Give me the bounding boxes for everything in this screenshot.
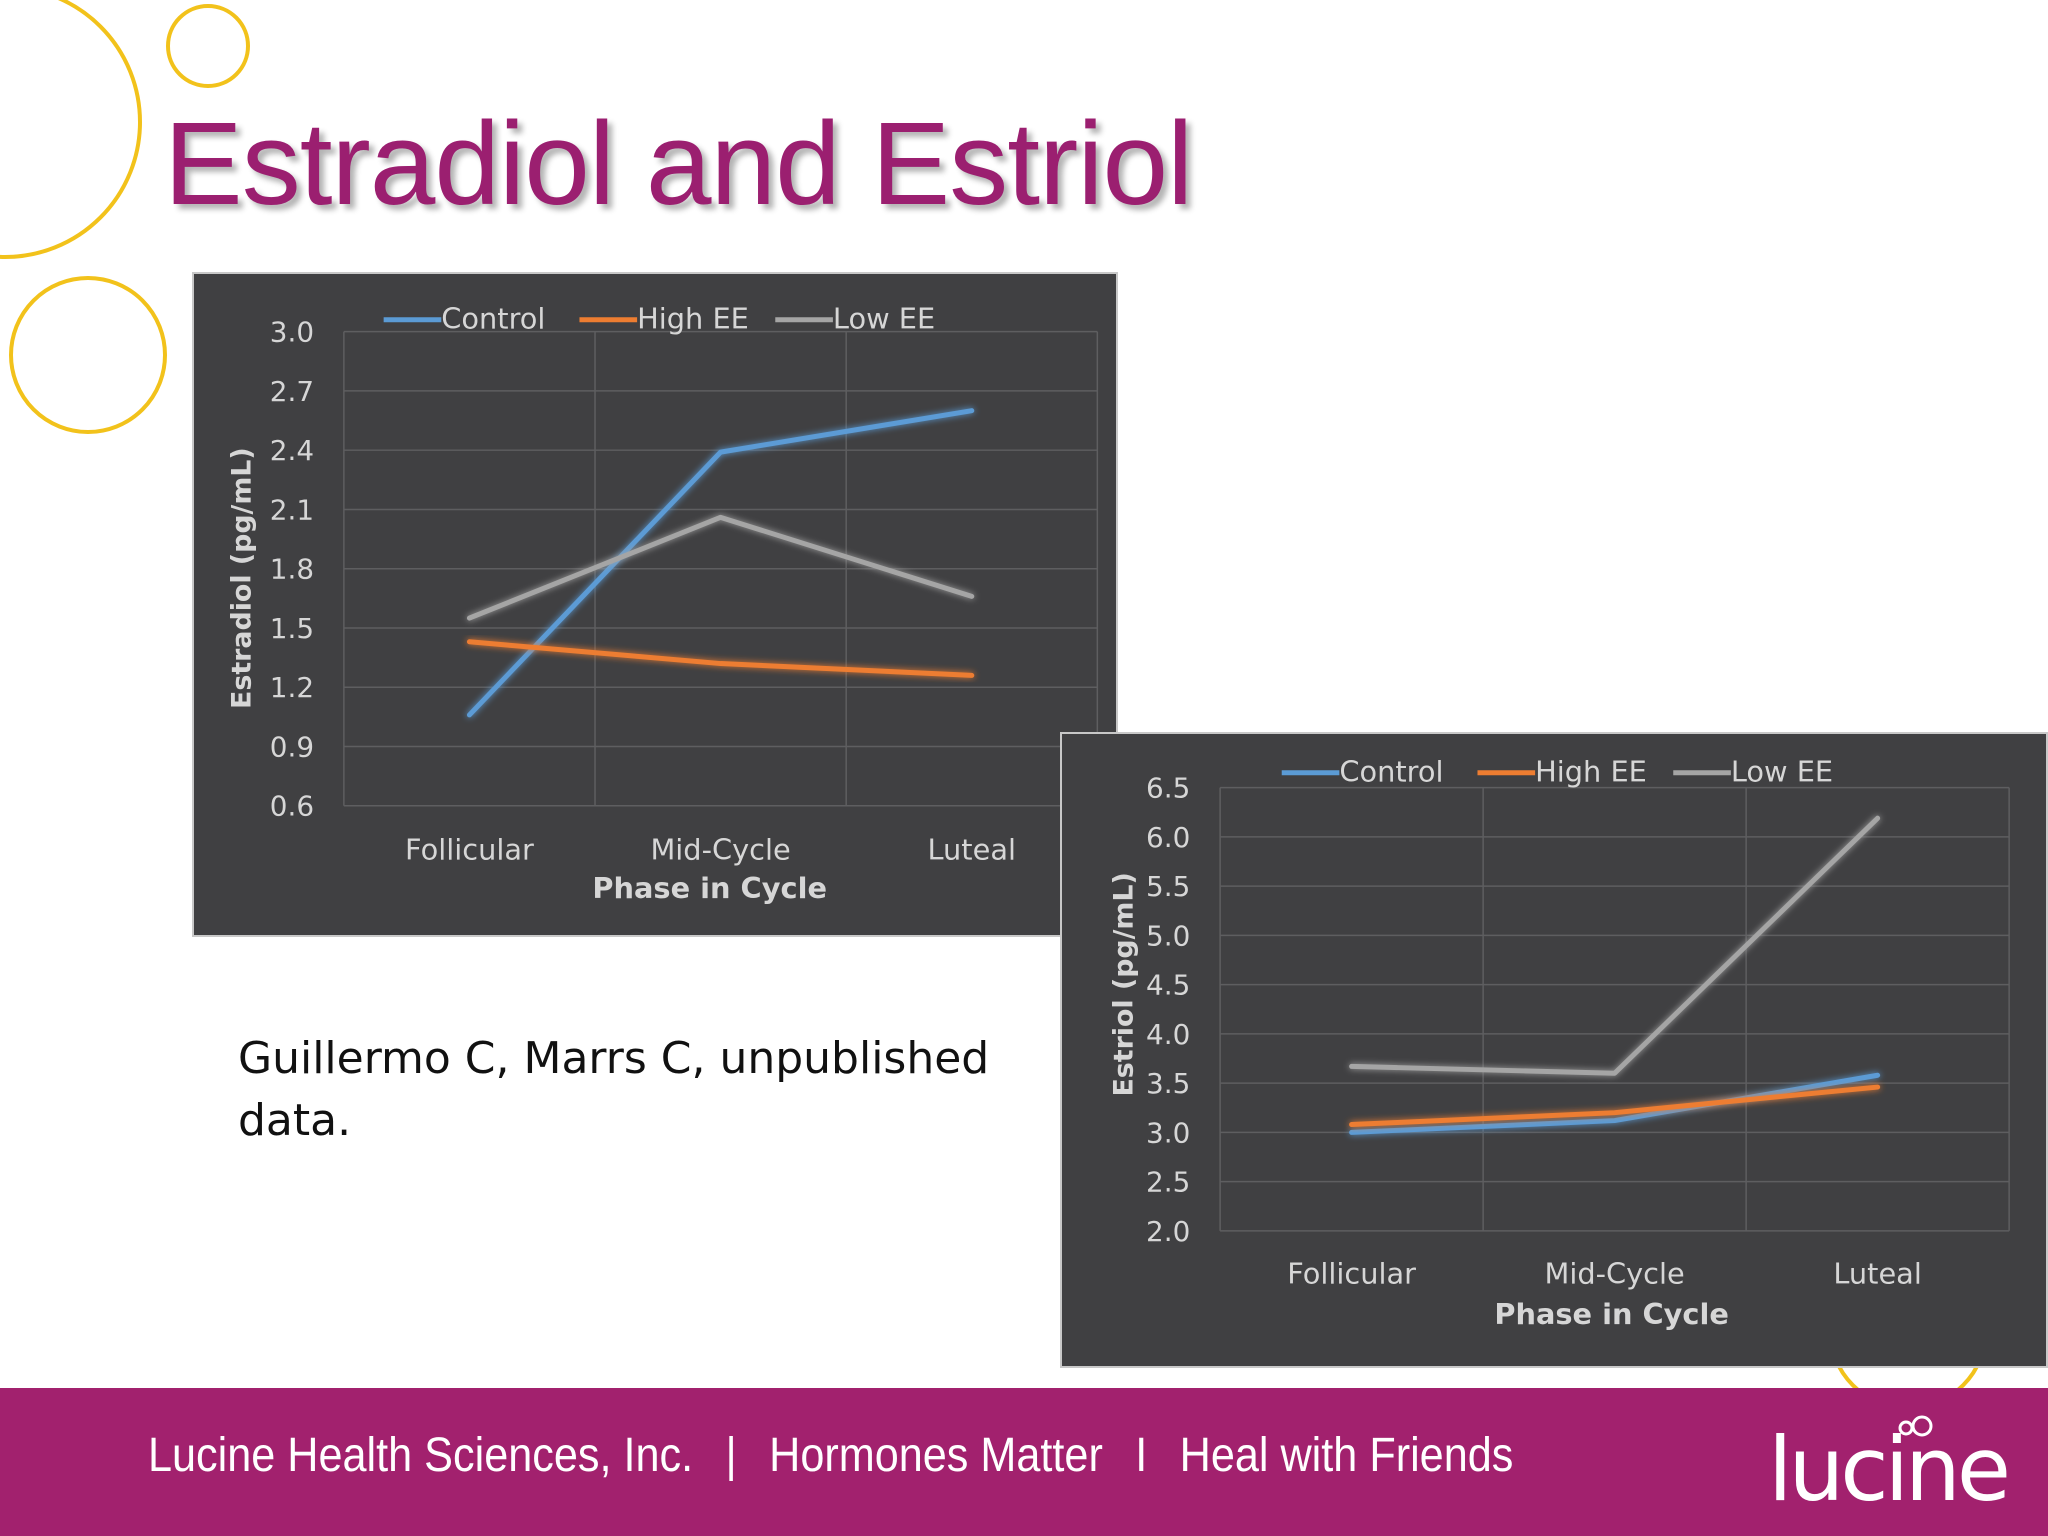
x-axis-title: Phase in Cycle [1494, 1297, 1729, 1331]
series-line-low-ee [466, 514, 975, 621]
footer-separator: | [725, 1429, 737, 1482]
y-tick-label: 2.0 [1146, 1215, 1190, 1248]
y-tick-label: 2.1 [270, 493, 314, 526]
y-tick-label: 4.0 [1146, 1018, 1190, 1051]
y-tick-label: 5.0 [1146, 919, 1190, 952]
y-tick-label: 3.0 [270, 316, 314, 349]
x-tick-label: Luteal [927, 832, 1016, 866]
y-tick-label: 5.5 [1146, 870, 1190, 903]
y-tick-label: 0.6 [270, 790, 314, 823]
estriol-chart-svg: 6.5 6.0 5.5 5.0 4.5 4.0 3.5 3.0 2.5 2.0 Follicular… [1109, 755, 2010, 1331]
x-tick-label: Mid-Cycle [650, 832, 790, 866]
series-line-control [466, 408, 975, 718]
ring-medium-decor [9, 276, 167, 434]
ring-large-decor [0, 0, 142, 259]
x-tick-label: Follicular [1287, 1257, 1416, 1291]
y-tick-label: 4.5 [1146, 969, 1190, 1002]
legend-label-high-ee: High EE [1535, 755, 1647, 789]
y-tick-label: 3.0 [1146, 1116, 1190, 1149]
lucine-logo-text: lucine [1768, 1418, 2011, 1521]
estradiol-chart: 3.0 2.7 2.4 2.1 1.8 1.5 1.2 0.9 0.6 Follicular Mid… [192, 272, 1118, 937]
lucine-logo: lucine [1768, 1410, 2011, 1521]
series-line-high-ee [1349, 1084, 1881, 1128]
x-tick-label: Follicular [405, 832, 534, 866]
series-line-high-ee [466, 639, 975, 678]
series-line-low-ee [1349, 815, 1881, 1076]
y-axis-title: Estriol (pg/mL) [1109, 872, 1140, 1096]
legend-label-low-ee: Low EE [833, 302, 935, 336]
x-axis-title: Phase in Cycle [592, 871, 827, 905]
legend-label-control: Control [441, 302, 545, 336]
legend-label-low-ee: Low EE [1731, 755, 1833, 789]
y-axis-title: Estradiol (pg/mL) [226, 447, 257, 709]
lucine-logo-mark [1898, 1415, 1933, 1437]
ring-small-decor [166, 4, 250, 88]
y-tick-label: 2.5 [1146, 1166, 1190, 1199]
citation-text: Guillermo C, Marrs C, unpublished data. [238, 1033, 990, 1146]
y-tick-label: 2.4 [270, 434, 314, 467]
y-tick-label: 2.7 [270, 375, 314, 408]
y-tick-label: 3.5 [1146, 1067, 1190, 1100]
estradiol-chart-svg: 3.0 2.7 2.4 2.1 1.8 1.5 1.2 0.9 0.6 Follicular Mid… [226, 302, 1099, 905]
y-tick-label: 6.5 [1146, 772, 1190, 805]
x-tick-label: Mid-Cycle [1545, 1257, 1685, 1291]
x-tick-label: Luteal [1833, 1257, 1921, 1291]
estriol-chart: 6.5 6.0 5.5 5.0 4.5 4.0 3.5 3.0 2.5 2.0 Follicular… [1060, 732, 2048, 1368]
footer-separator: I [1135, 1429, 1148, 1482]
footer-bar: Lucine Health Sciences, Inc. | Hormones Ma… [0, 1388, 2048, 1536]
y-tick-label: 1.2 [270, 671, 314, 704]
y-tick-label: 0.9 [270, 730, 314, 763]
legend-label-high-ee: High EE [637, 302, 749, 336]
y-tick-label: 1.5 [270, 612, 314, 645]
y-tick-label: 1.8 [270, 553, 314, 586]
legend-label-control: Control [1339, 755, 1443, 789]
footer-text: Lucine Health Sciences, Inc. | Hormones Ma… [148, 1428, 1513, 1483]
series-line-control [1349, 1072, 1881, 1135]
slide-title: Estradiol and Estriol [164, 98, 1193, 230]
y-tick-label: 6.0 [1146, 821, 1190, 854]
footer-link-heal-with-friends: Heal with Friends [1179, 1429, 1514, 1482]
footer-company: Lucine Health Sciences, Inc. [148, 1429, 694, 1482]
footer-link-hormones-matter: Hormones Matter [769, 1429, 1103, 1482]
